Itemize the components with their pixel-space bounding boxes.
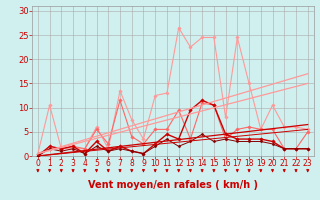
X-axis label: Vent moyen/en rafales ( km/h ): Vent moyen/en rafales ( km/h ) xyxy=(88,180,258,190)
